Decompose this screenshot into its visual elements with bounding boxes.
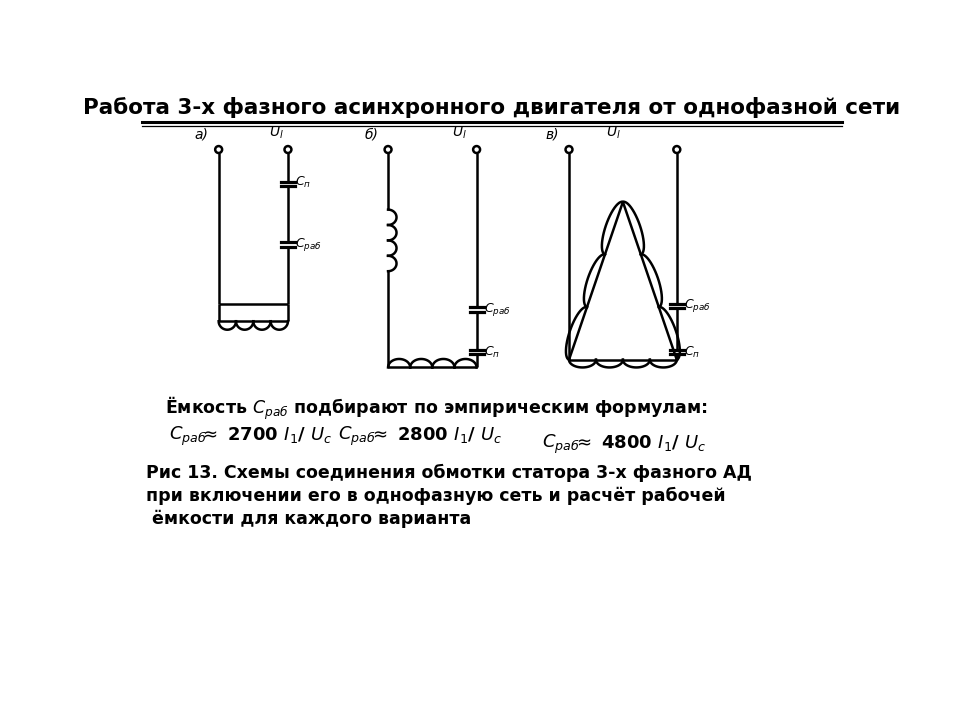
Text: $C_{раб}$: $C_{раб}$ (338, 426, 375, 449)
Text: $C_п$: $C_п$ (295, 175, 311, 190)
Text: $U_l$: $U_l$ (269, 125, 283, 141)
Text: $\approx$ 2800 $I_1$/ $U_c$: $\approx$ 2800 $I_1$/ $U_c$ (369, 426, 502, 445)
Text: в): в) (545, 128, 559, 142)
Text: $C_{раб}$: $C_{раб}$ (169, 426, 206, 449)
Text: при включении его в однофазную сеть и расчёт рабочей: при включении его в однофазную сеть и ра… (146, 487, 725, 505)
Text: Ёмкость $C_{раб}$ подбирают по эмпирическим формулам:: Ёмкость $C_{раб}$ подбирают по эмпиричес… (165, 395, 708, 422)
Text: б): б) (364, 128, 378, 142)
Text: $C_{раб}$: $C_{раб}$ (542, 433, 580, 456)
Text: а): а) (195, 128, 208, 142)
Text: Работа 3-х фазного асинхронного двигателя от однофазной сети: Работа 3-х фазного асинхронного двигател… (84, 97, 900, 118)
Text: $C_{раб}$: $C_{раб}$ (295, 235, 322, 253)
Text: $C_{раб}$: $C_{раб}$ (684, 297, 710, 315)
Text: $U_l$: $U_l$ (452, 125, 467, 141)
Text: $\approx$ 4800 $I_1$/ $U_c$: $\approx$ 4800 $I_1$/ $U_c$ (573, 433, 707, 453)
Text: ёмкости для каждого варианта: ёмкости для каждого варианта (146, 510, 470, 528)
Text: $\approx$ 2700 $I_1$/ $U_c$: $\approx$ 2700 $I_1$/ $U_c$ (200, 426, 333, 445)
Text: $C_{раб}$: $C_{раб}$ (484, 301, 511, 318)
Text: $U_l$: $U_l$ (606, 125, 621, 141)
Text: $C_п$: $C_п$ (684, 344, 700, 359)
Text: Рис 13. Схемы соединения обмотки статора 3-х фазного АД: Рис 13. Схемы соединения обмотки статора… (146, 464, 752, 482)
Text: $C_п$: $C_п$ (484, 344, 499, 359)
